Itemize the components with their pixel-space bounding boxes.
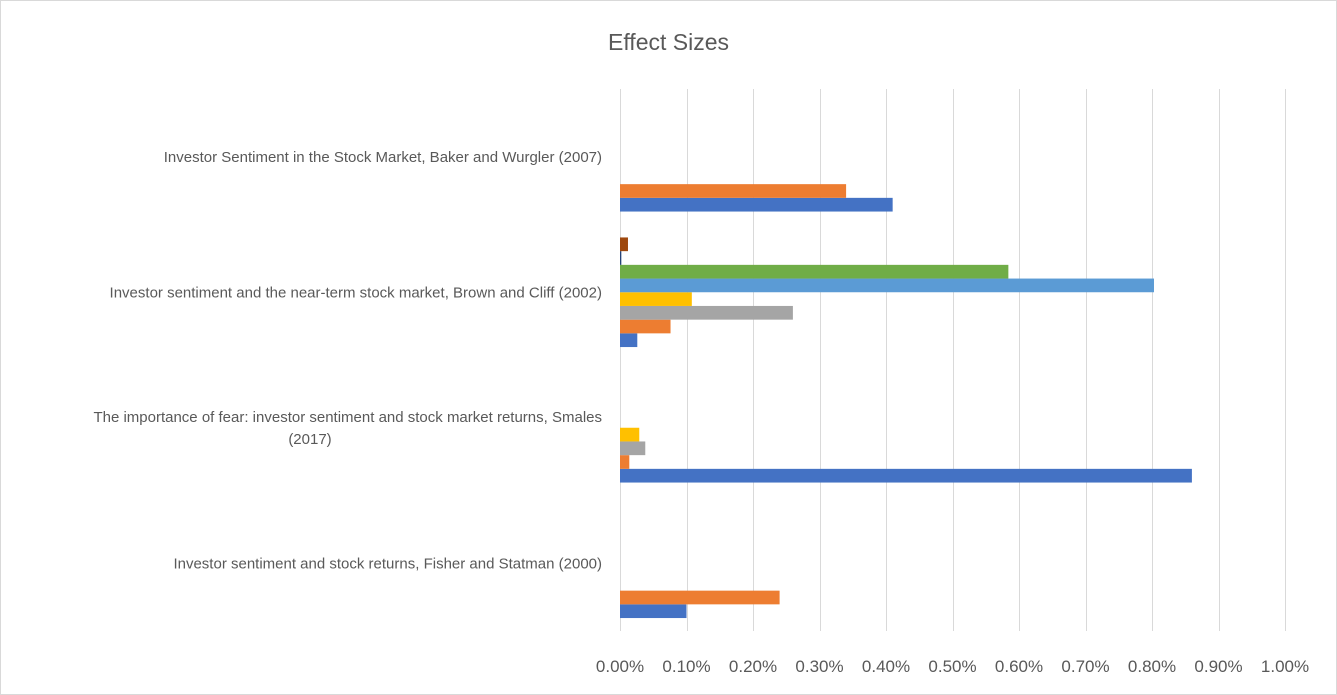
bar <box>620 278 1154 293</box>
bar <box>620 455 630 469</box>
bar <box>620 468 1192 483</box>
bar <box>620 333 638 348</box>
x-tick-label: 0.70% <box>1061 657 1109 676</box>
x-tick-label: 0.90% <box>1194 657 1242 676</box>
x-tick-label: 0.00% <box>596 657 644 676</box>
x-tick-label: 1.00% <box>1261 657 1309 676</box>
bar <box>620 292 692 306</box>
bar <box>620 590 780 605</box>
category-label: The importance of fear: investor sentime… <box>93 409 602 426</box>
x-tick-label: 0.60% <box>995 657 1043 676</box>
bar <box>620 427 640 442</box>
category-label: (2017) <box>288 431 331 448</box>
bar <box>620 237 628 252</box>
chart-title: Effect Sizes <box>607 29 730 55</box>
x-tick-label: 0.20% <box>729 657 777 676</box>
category-labels: Investor Sentiment in the Stock Market, … <box>93 149 602 573</box>
bar <box>620 319 671 334</box>
bar <box>620 264 1009 279</box>
category-label: Investor Sentiment in the Stock Market, … <box>164 149 602 166</box>
bar <box>620 441 646 456</box>
bar <box>620 197 893 212</box>
bar <box>620 305 793 320</box>
x-tick-label: 0.40% <box>862 657 910 676</box>
bar <box>620 184 847 198</box>
bar <box>620 604 687 619</box>
x-axis-tick-labels: 0.00% 0.10% 0.20% 0.30% 0.40% 0.50% 0.60% 0.70%… <box>596 657 1309 676</box>
bar <box>620 251 622 265</box>
category-label: Investor sentiment and the near-term sto… <box>110 284 602 301</box>
x-tick-label: 0.50% <box>928 657 976 676</box>
category-label: Investor sentiment and stock returns, Fi… <box>173 555 602 572</box>
bars <box>620 184 1192 619</box>
x-tick-label: 0.30% <box>795 657 843 676</box>
gridlines <box>620 89 1286 631</box>
x-tick-label: 0.10% <box>662 657 710 676</box>
x-tick-label: 0.80% <box>1128 657 1176 676</box>
